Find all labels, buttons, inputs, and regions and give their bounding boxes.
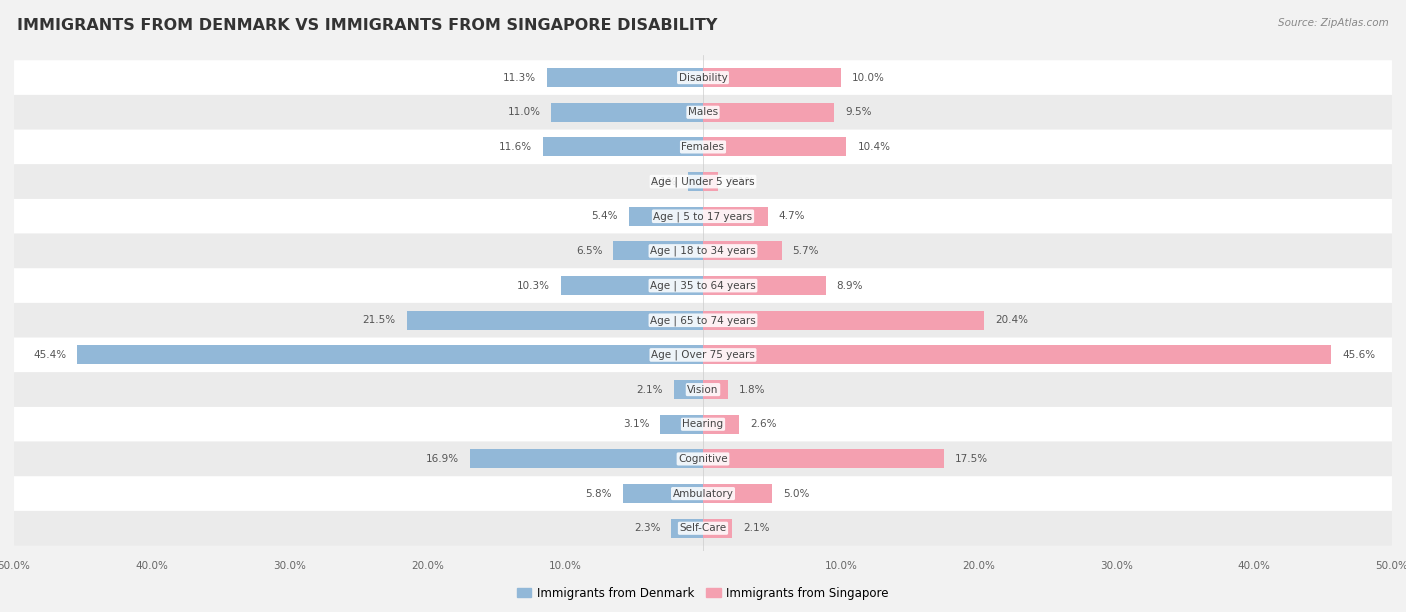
Text: Age | 65 to 74 years: Age | 65 to 74 years bbox=[650, 315, 756, 326]
Bar bbox=[703, 207, 768, 226]
Text: 5.8%: 5.8% bbox=[585, 488, 612, 499]
Text: Source: ZipAtlas.com: Source: ZipAtlas.com bbox=[1278, 18, 1389, 28]
Text: 3.1%: 3.1% bbox=[623, 419, 650, 429]
Bar bbox=[547, 68, 703, 87]
Text: Age | 35 to 64 years: Age | 35 to 64 years bbox=[650, 280, 756, 291]
Text: 4.7%: 4.7% bbox=[779, 211, 806, 222]
Bar bbox=[671, 519, 703, 538]
Text: 6.5%: 6.5% bbox=[576, 246, 602, 256]
FancyBboxPatch shape bbox=[14, 130, 1392, 164]
Bar bbox=[623, 484, 703, 503]
Bar bbox=[661, 415, 703, 434]
Text: 1.1%: 1.1% bbox=[730, 177, 755, 187]
Legend: Immigrants from Denmark, Immigrants from Singapore: Immigrants from Denmark, Immigrants from… bbox=[512, 582, 894, 605]
FancyBboxPatch shape bbox=[14, 338, 1392, 372]
Text: 2.3%: 2.3% bbox=[634, 523, 661, 533]
Text: 10.4%: 10.4% bbox=[858, 142, 890, 152]
Bar bbox=[703, 449, 945, 468]
Bar bbox=[703, 519, 733, 538]
Text: Age | 5 to 17 years: Age | 5 to 17 years bbox=[654, 211, 752, 222]
Text: 11.3%: 11.3% bbox=[503, 73, 536, 83]
FancyBboxPatch shape bbox=[14, 407, 1392, 442]
Bar bbox=[703, 68, 841, 87]
Text: 10.0%: 10.0% bbox=[852, 73, 884, 83]
Text: 2.6%: 2.6% bbox=[749, 419, 776, 429]
Text: Age | Over 75 years: Age | Over 75 years bbox=[651, 349, 755, 360]
Text: 8.9%: 8.9% bbox=[837, 281, 863, 291]
Text: 2.1%: 2.1% bbox=[637, 384, 664, 395]
FancyBboxPatch shape bbox=[14, 234, 1392, 268]
Text: Self-Care: Self-Care bbox=[679, 523, 727, 533]
Text: 20.4%: 20.4% bbox=[995, 315, 1028, 325]
Text: 5.0%: 5.0% bbox=[783, 488, 810, 499]
FancyBboxPatch shape bbox=[14, 372, 1392, 407]
Bar bbox=[613, 241, 703, 261]
Text: 17.5%: 17.5% bbox=[955, 454, 988, 464]
Bar bbox=[703, 241, 782, 261]
Bar bbox=[703, 415, 738, 434]
Text: 16.9%: 16.9% bbox=[426, 454, 460, 464]
Text: 10.3%: 10.3% bbox=[517, 281, 550, 291]
Bar bbox=[703, 484, 772, 503]
FancyBboxPatch shape bbox=[14, 95, 1392, 130]
Bar bbox=[703, 172, 718, 191]
Bar bbox=[703, 276, 825, 295]
Text: Age | Under 5 years: Age | Under 5 years bbox=[651, 176, 755, 187]
FancyBboxPatch shape bbox=[14, 268, 1392, 303]
FancyBboxPatch shape bbox=[14, 303, 1392, 338]
Text: 5.7%: 5.7% bbox=[793, 246, 820, 256]
Text: 2.1%: 2.1% bbox=[742, 523, 769, 533]
Text: 11.0%: 11.0% bbox=[508, 107, 540, 118]
Text: IMMIGRANTS FROM DENMARK VS IMMIGRANTS FROM SINGAPORE DISABILITY: IMMIGRANTS FROM DENMARK VS IMMIGRANTS FR… bbox=[17, 18, 717, 34]
Text: Hearing: Hearing bbox=[682, 419, 724, 429]
Text: Males: Males bbox=[688, 107, 718, 118]
Text: Age | 18 to 34 years: Age | 18 to 34 years bbox=[650, 245, 756, 256]
Bar bbox=[551, 103, 703, 122]
FancyBboxPatch shape bbox=[14, 442, 1392, 476]
Text: Females: Females bbox=[682, 142, 724, 152]
Bar bbox=[703, 103, 834, 122]
Text: Ambulatory: Ambulatory bbox=[672, 488, 734, 499]
Bar bbox=[561, 276, 703, 295]
Text: 5.4%: 5.4% bbox=[591, 211, 617, 222]
Bar bbox=[688, 172, 703, 191]
Text: 9.5%: 9.5% bbox=[845, 107, 872, 118]
Bar bbox=[703, 345, 1331, 365]
FancyBboxPatch shape bbox=[14, 60, 1392, 95]
Text: Vision: Vision bbox=[688, 384, 718, 395]
Bar bbox=[543, 138, 703, 157]
Text: 1.8%: 1.8% bbox=[738, 384, 765, 395]
Bar bbox=[406, 311, 703, 330]
Bar bbox=[673, 380, 703, 399]
Text: 11.6%: 11.6% bbox=[499, 142, 531, 152]
FancyBboxPatch shape bbox=[14, 164, 1392, 199]
FancyBboxPatch shape bbox=[14, 511, 1392, 546]
Text: 21.5%: 21.5% bbox=[363, 315, 395, 325]
Text: Disability: Disability bbox=[679, 73, 727, 83]
FancyBboxPatch shape bbox=[14, 476, 1392, 511]
Text: 45.4%: 45.4% bbox=[34, 350, 66, 360]
Bar bbox=[703, 380, 728, 399]
Text: Cognitive: Cognitive bbox=[678, 454, 728, 464]
Bar bbox=[77, 345, 703, 365]
Bar bbox=[703, 138, 846, 157]
Text: 45.6%: 45.6% bbox=[1343, 350, 1375, 360]
Bar bbox=[628, 207, 703, 226]
FancyBboxPatch shape bbox=[14, 199, 1392, 234]
Text: 1.1%: 1.1% bbox=[651, 177, 676, 187]
Bar bbox=[470, 449, 703, 468]
Bar bbox=[703, 311, 984, 330]
